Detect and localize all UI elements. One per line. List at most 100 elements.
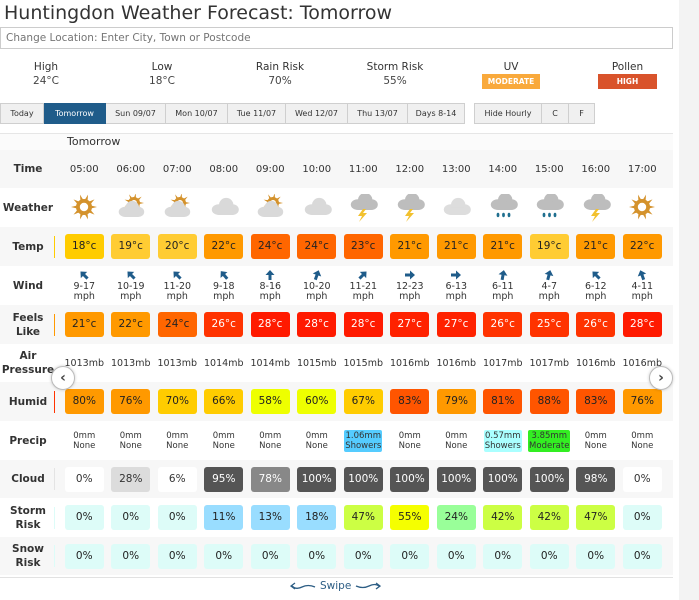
precip-type: None: [631, 440, 654, 451]
humidity-value: 60%: [297, 389, 337, 414]
tab-tue-11-07[interactable]: Tue 11/07: [228, 103, 286, 124]
storm-risk-value: 47%: [343, 505, 383, 530]
storm-label-line2: Risk: [15, 518, 41, 531]
forecast-page: Huntingdon Weather Forecast: Tomorrow Hi…: [0, 0, 673, 592]
storm-risk-cell: 11%: [201, 505, 248, 530]
scroll-left-button[interactable]: ‹: [51, 366, 75, 390]
wind-speed: 11-21: [349, 281, 378, 292]
cloud-cell: 98%: [573, 466, 620, 492]
weather-cell: [526, 193, 573, 222]
wind-direction-arrow-icon: [638, 270, 647, 281]
page-scrollbar[interactable]: [679, 0, 699, 600]
temp-value: 20°c: [157, 234, 197, 259]
summary-high: High 24°C: [18, 60, 74, 88]
precip-info: 0mm None: [165, 430, 189, 452]
precip-info: 0mm None: [584, 430, 608, 452]
wind-info: 10-19 mph: [117, 269, 145, 302]
tab-thu-13-07[interactable]: Thu 13/07: [348, 103, 408, 124]
row-label-temp: Temp: [0, 235, 56, 258]
temp-value: 24°c: [297, 234, 337, 259]
tab-mon-10-07[interactable]: Mon 10/07: [166, 103, 228, 124]
cloud-value: 0%: [64, 466, 104, 492]
wind-unit: mph: [352, 291, 374, 302]
wind-info: 9-18 mph: [213, 269, 235, 302]
wind-info: 11-20 mph: [163, 269, 191, 302]
storm-risk-value: 13%: [250, 505, 290, 530]
summary-uv: UV MODERATE: [482, 60, 540, 89]
tab-sun-09-07[interactable]: Sun 09/07: [106, 103, 166, 124]
temp-value: 18°c: [64, 234, 104, 259]
rain-cloud-icon: [537, 193, 565, 217]
day-heading: Tomorrow: [0, 134, 673, 150]
snow-risk-cell: 0%: [154, 543, 201, 569]
humidity-cell: 60%: [294, 389, 341, 414]
snow-risk-cell: 0%: [340, 543, 387, 569]
pressure-cell: 1014mb: [247, 358, 294, 369]
feels-like-value: 25°c: [529, 312, 569, 337]
tab-wed-12-07[interactable]: Wed 12/07: [286, 103, 348, 124]
temp-cell: 19°c: [526, 234, 573, 259]
row-storm-risk: Storm Risk 0% 0% 0% 11% 13% 18% 47% 55% 24% 42% 42%…: [0, 498, 673, 537]
wind-unit: mph: [631, 291, 653, 302]
humidity-cell: 83%: [387, 389, 434, 414]
feels-like-value: 22°c: [111, 312, 151, 337]
storm-risk-value: 42%: [529, 505, 569, 530]
cloud-value: 100%: [436, 466, 476, 492]
wind-unit: mph: [120, 291, 142, 302]
scroll-right-button[interactable]: ›: [649, 366, 673, 390]
sun-icon: [629, 194, 656, 219]
precip-info: 0mm None: [630, 430, 654, 452]
temp-value: 21°c: [483, 234, 523, 259]
feels-like-cell: 21°c: [61, 312, 108, 337]
humidity-value: 76%: [622, 389, 662, 414]
snow-risk-cell: 0%: [619, 543, 666, 569]
storm-risk-value: 0%: [64, 505, 104, 530]
humid-scale-bar: [54, 390, 55, 413]
snow-risk-value: 0%: [157, 543, 197, 569]
arrow-left-icon: [290, 582, 316, 590]
sun-behind-cloud-icon: [257, 193, 284, 217]
humidity-cell: 83%: [573, 389, 620, 414]
time-cell: 10:00: [294, 164, 341, 175]
temp-value: 21°c: [576, 234, 616, 259]
weather-cell: [294, 194, 341, 222]
precip-cell: 0mm None: [108, 430, 155, 452]
wind-unit: mph: [306, 291, 328, 302]
tab-days-8-14[interactable]: Days 8-14: [408, 103, 465, 124]
humidity-value: 66%: [204, 389, 244, 414]
wind-info: 6-13 mph: [445, 269, 467, 302]
cloud-cell: 100%: [387, 466, 434, 492]
hour-time: 12:00: [395, 163, 425, 175]
precip-cell: 3.85mm Moderate: [526, 429, 573, 452]
location-search-input[interactable]: [0, 27, 673, 49]
option-f-button[interactable]: F: [569, 103, 595, 124]
humidity-cell: 79%: [433, 389, 480, 414]
pressure-value: 1013mb: [111, 357, 151, 369]
cloud-cell: 100%: [340, 466, 387, 492]
wind-speed: 9-17: [73, 281, 96, 292]
feels-like-value: 26°c: [576, 312, 616, 337]
rain-cloud-icon: [490, 193, 518, 217]
time-cell: 15:00: [526, 164, 573, 175]
feels-scale-bar: [54, 313, 55, 336]
temp-cell: 21°c: [433, 234, 480, 259]
humid-label-text: Humid: [8, 395, 48, 408]
tab-tomorrow[interactable]: Tomorrow: [44, 103, 106, 124]
option-hide-hourly-button[interactable]: Hide Hourly: [474, 103, 542, 124]
pressure-cell: 1017mb: [480, 358, 527, 369]
temp-cell: 22°c: [619, 234, 666, 259]
storm-label-line1: Storm: [10, 504, 46, 517]
cloud-value: 100%: [343, 466, 383, 492]
summary-storm-risk-label: Storm Risk: [366, 61, 424, 73]
snow-risk-value: 0%: [576, 543, 616, 569]
feels-like-cell: 26°c: [480, 312, 527, 337]
option-c-button[interactable]: C: [542, 103, 569, 124]
cloud-label-text: Cloud: [11, 473, 45, 485]
wind-direction-arrow-icon: [498, 270, 508, 281]
row-label-time: Time: [13, 163, 43, 175]
row-label-cloud: Cloud: [0, 468, 56, 490]
wind-cell: 9-18 mph: [201, 269, 248, 302]
tab-today[interactable]: Today: [0, 103, 44, 124]
snow-risk-cell: 0%: [247, 543, 294, 569]
storm-risk-cell: 0%: [108, 505, 155, 530]
